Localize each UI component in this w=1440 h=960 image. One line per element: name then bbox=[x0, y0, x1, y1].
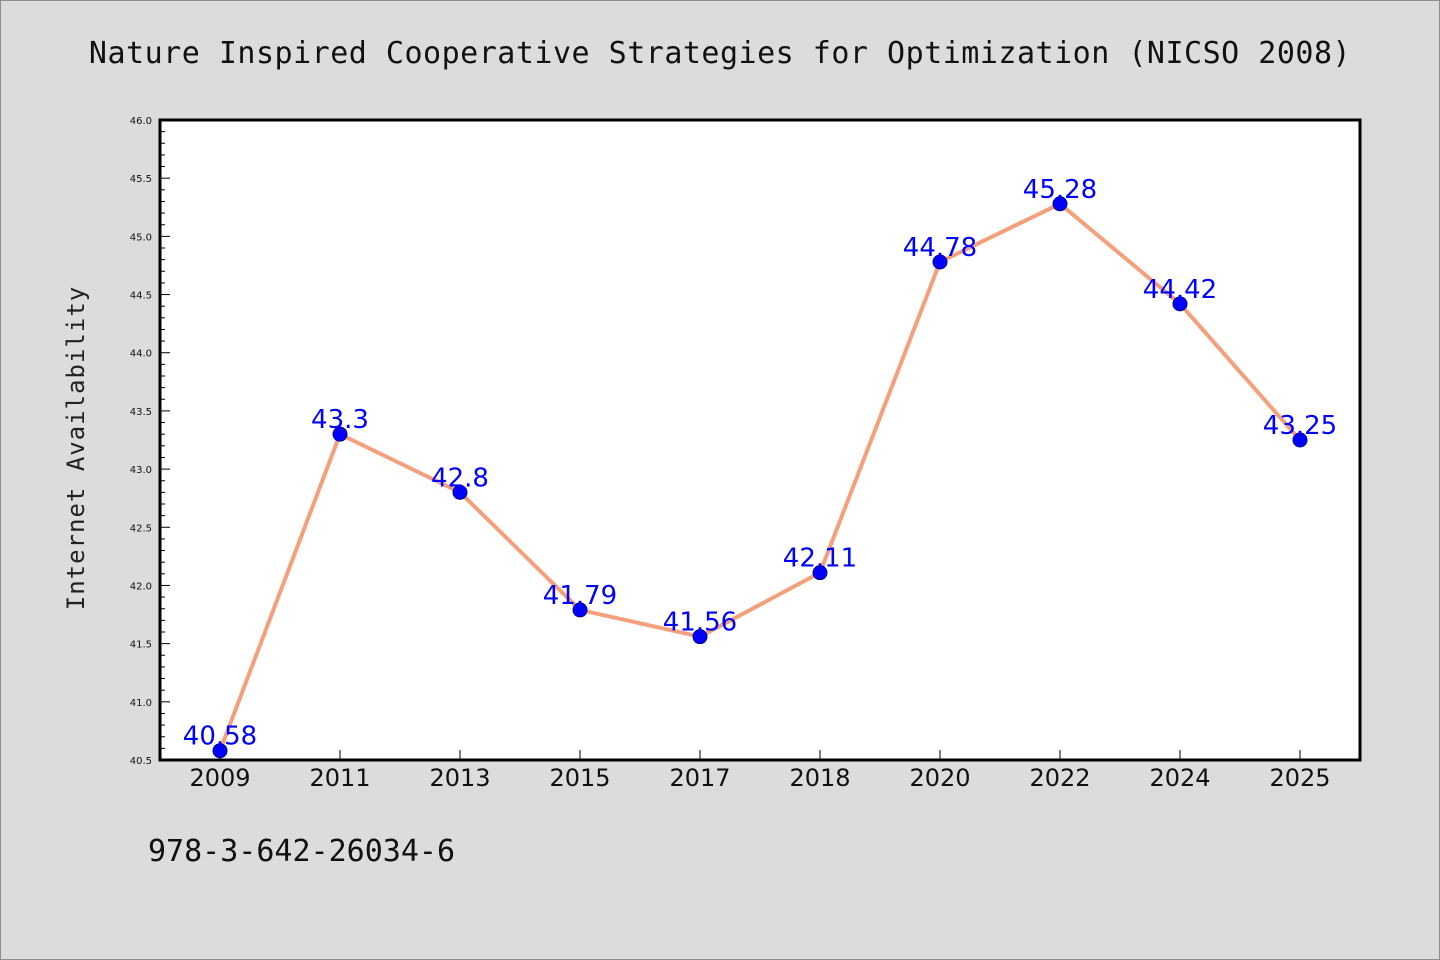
x-tick-label: 2022 bbox=[1029, 764, 1090, 792]
data-label: 42.8 bbox=[431, 463, 489, 493]
x-tick-label: 2009 bbox=[189, 764, 250, 792]
y-tick-label: 43.0 bbox=[130, 465, 152, 476]
y-tick-label: 41.0 bbox=[130, 698, 152, 709]
chart-title: Nature Inspired Cooperative Strategies f… bbox=[88, 36, 1352, 71]
x-tick-label: 2013 bbox=[429, 764, 490, 792]
series-line bbox=[218, 201, 1302, 752]
data-point bbox=[692, 629, 708, 645]
data-label: 44.78 bbox=[903, 233, 977, 263]
x-axis: 2009 2011 2013 2015 2017 2018 2020 2022 2024 2025 bbox=[189, 750, 1331, 792]
data-point bbox=[572, 602, 588, 618]
isbn-footer: 978-3-642-26034-6 bbox=[148, 834, 456, 869]
y-tick-label: 45.5 bbox=[130, 174, 152, 185]
y-tick-label: 43.5 bbox=[130, 407, 152, 418]
data-point bbox=[932, 254, 948, 270]
y-tick-label: 44.5 bbox=[130, 291, 152, 302]
y-tick-label: 45.0 bbox=[130, 232, 152, 243]
data-label: 44.42 bbox=[1143, 275, 1217, 305]
data-points bbox=[212, 196, 1308, 759]
y-tick-label: 40.5 bbox=[130, 756, 152, 767]
x-tick-label: 2015 bbox=[549, 764, 610, 792]
x-tick-label: 2024 bbox=[1149, 764, 1210, 792]
data-point bbox=[1172, 296, 1188, 312]
data-labels: 40.58 43.3 42.8 41.79 41.56 42.11 44.78 45.28 44… bbox=[183, 175, 1337, 752]
data-label: 41.79 bbox=[543, 581, 617, 611]
y-tick-label: 46.0 bbox=[130, 116, 152, 127]
data-label: 43.3 bbox=[311, 405, 369, 435]
data-label: 43.25 bbox=[1263, 411, 1337, 441]
data-point bbox=[212, 743, 228, 759]
data-point bbox=[812, 565, 828, 581]
y-tick-label: 42.5 bbox=[130, 523, 152, 534]
data-point bbox=[332, 426, 348, 442]
data-label: 45.28 bbox=[1023, 175, 1097, 205]
data-point bbox=[1292, 432, 1308, 448]
x-tick-label: 2025 bbox=[1269, 764, 1330, 792]
data-point bbox=[1052, 196, 1068, 212]
x-tick-label: 2020 bbox=[909, 764, 970, 792]
y-tick-label: 42.0 bbox=[130, 581, 152, 592]
x-tick-label: 2017 bbox=[669, 764, 730, 792]
data-label: 42.11 bbox=[783, 544, 857, 574]
y-tick-label: 41.5 bbox=[130, 640, 152, 651]
data-point bbox=[452, 484, 468, 500]
x-tick-label: 2018 bbox=[789, 764, 850, 792]
plot-area bbox=[160, 120, 1360, 760]
x-tick-label: 2011 bbox=[309, 764, 370, 792]
data-label: 41.56 bbox=[663, 608, 737, 638]
y-tick-label: 44.0 bbox=[130, 349, 152, 360]
data-label: 40.58 bbox=[183, 722, 257, 752]
plot-border bbox=[158, 118, 1362, 762]
